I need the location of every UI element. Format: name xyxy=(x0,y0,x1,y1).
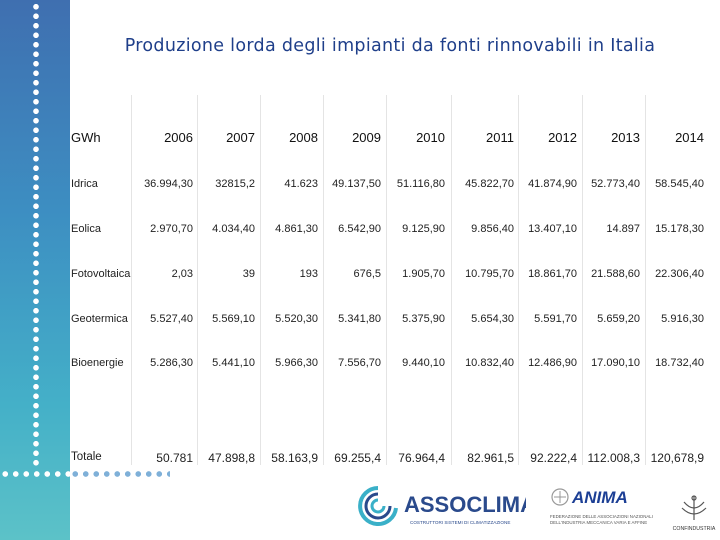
vertical-dot-pattern xyxy=(30,2,42,467)
table-cell: 47.898,8 xyxy=(208,451,255,465)
table-cell: 5.375,90 xyxy=(402,313,445,325)
year-header: 2009 xyxy=(352,130,381,145)
table-cell: 41.874,90 xyxy=(528,178,577,190)
year-header: 2011 xyxy=(486,130,514,145)
table-cell: 5.659,20 xyxy=(597,313,640,325)
table-cell: 120,678,9 xyxy=(650,451,704,465)
table-cell: 9.856,40 xyxy=(471,223,514,235)
table-cell: 39 xyxy=(242,268,255,280)
unit-header: GWh xyxy=(71,130,101,145)
assoclima-swirl-icon xyxy=(358,486,398,526)
table-cell: 5.966,30 xyxy=(275,357,318,369)
table-cell: 9.125,90 xyxy=(402,223,445,235)
row-label: Fotovoltaica xyxy=(71,268,131,280)
table-cell: 5.527,40 xyxy=(150,313,193,325)
table-cell: 1.905,70 xyxy=(402,268,445,280)
table-cell: 112.008,3 xyxy=(587,451,641,465)
grid-line xyxy=(451,95,452,465)
grid-line xyxy=(518,95,519,465)
grid-line xyxy=(323,95,324,465)
row-label: Geotermica xyxy=(71,313,128,325)
table-cell: 50.781 xyxy=(156,451,193,465)
table-cell: 21.588,60 xyxy=(591,268,640,280)
row-label: Bioenergie xyxy=(71,357,124,369)
table-cell: 36.994,30 xyxy=(144,178,193,190)
row-label: Eolica xyxy=(71,223,101,235)
year-header: 2006 xyxy=(164,130,193,145)
year-header: 2010 xyxy=(416,130,445,145)
grid-line xyxy=(131,95,132,465)
year-header: 2013 xyxy=(611,130,640,145)
table-cell: 69.255,4 xyxy=(334,451,381,465)
grid-line xyxy=(386,95,387,465)
table-cell: 5.654,30 xyxy=(471,313,514,325)
anima-logo: ANIMA FEDERAZIONE DELLE ASSOCIAZIONI NAZ… xyxy=(550,488,653,525)
row-label: Totale xyxy=(71,451,102,463)
table-cell: 193 xyxy=(299,268,318,280)
table-cell: 5.591,70 xyxy=(534,313,577,325)
table-cell: 2,03 xyxy=(171,268,193,280)
table-cell: 5.569,10 xyxy=(212,313,255,325)
table-cell: 22.306,40 xyxy=(655,268,704,280)
table-cell: 5.520,30 xyxy=(275,313,318,325)
anima-tagline-2: DELL'INDUSTRIA MECCANICA VARIA E AFFINE xyxy=(550,520,647,525)
slide-title: Produzione lorda degli impianti da fonti… xyxy=(124,36,656,56)
table-cell: 2.970,70 xyxy=(150,223,193,235)
table-cell: 4.034,40 xyxy=(212,223,255,235)
table-cell: 15.178,30 xyxy=(655,223,704,235)
table-cell: 5.916,30 xyxy=(661,313,704,325)
row-label: Idrica xyxy=(71,178,98,190)
table-cell: 18.861,70 xyxy=(528,268,577,280)
assoclima-logo: ASSOCLIMA COSTRUTTORI SISTEMI DI CLIMATI… xyxy=(358,486,526,526)
table-cell: 14.897 xyxy=(606,223,640,235)
assoclima-name: ASSOCLIMA xyxy=(404,492,526,517)
grid-line xyxy=(197,95,198,465)
year-header: 2007 xyxy=(226,130,255,145)
table-cell: 92.222,4 xyxy=(530,451,577,465)
table-cell: 4.861,30 xyxy=(275,223,318,235)
grid-line xyxy=(582,95,583,465)
table-cell: 32815,2 xyxy=(215,178,255,190)
table-cell: 51.116,80 xyxy=(396,178,445,190)
table-cell: 12.486,90 xyxy=(528,357,577,369)
confindustria-logo: CONFINDUSTRIA xyxy=(673,495,716,532)
table-cell: 7.556,70 xyxy=(338,357,381,369)
table-cell: 17.090,10 xyxy=(591,357,640,369)
horizontal-dot-pattern-light xyxy=(70,468,170,480)
table-cell: 10.795,70 xyxy=(465,268,514,280)
table-cell: 676,5 xyxy=(353,268,381,280)
table-cell: 5.441,10 xyxy=(212,357,255,369)
table-cell: 58.545,40 xyxy=(655,178,704,190)
table-cell: 58.163,9 xyxy=(271,451,318,465)
table-cell: 13.407,10 xyxy=(528,223,577,235)
table-cell: 41.623 xyxy=(284,178,318,190)
year-header: 2014 xyxy=(675,130,704,145)
decorative-sidebar xyxy=(0,0,70,540)
table-cell: 9.440,10 xyxy=(402,357,445,369)
year-header: 2012 xyxy=(548,130,577,145)
anima-name: ANIMA xyxy=(571,488,628,507)
table-cell: 49.137,50 xyxy=(332,178,381,190)
table-cell: 18.732,40 xyxy=(655,357,704,369)
table-cell: 6.542,90 xyxy=(338,223,381,235)
table-cell: 10.832,40 xyxy=(465,357,514,369)
table-cell: 5.341,80 xyxy=(338,313,381,325)
eagle-emblem-icon xyxy=(681,495,707,520)
grid-line xyxy=(645,95,646,465)
table-cell: 76.964,4 xyxy=(398,451,445,465)
table-cell: 5.286,30 xyxy=(150,357,193,369)
anima-tagline-1: FEDERAZIONE DELLE ASSOCIAZIONI NAZIONALI xyxy=(550,514,653,519)
table-cell: 52.773,40 xyxy=(591,178,640,190)
grid-line xyxy=(260,95,261,465)
year-header: 2008 xyxy=(289,130,318,145)
assoclima-tagline: COSTRUTTORI SISTEMI DI CLIMATIZZAZIONE xyxy=(410,520,510,525)
confindustria-name: CONFINDUSTRIA xyxy=(673,526,716,532)
table-cell: 82.961,5 xyxy=(467,451,514,465)
table-cell: 45.822,70 xyxy=(465,178,514,190)
